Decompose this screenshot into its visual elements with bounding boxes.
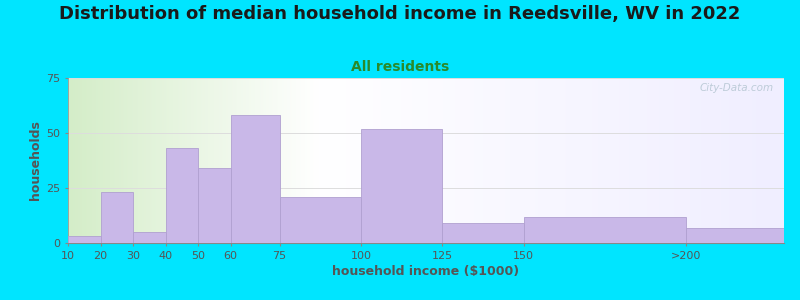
Text: All residents: All residents — [351, 60, 449, 74]
Y-axis label: households: households — [29, 121, 42, 200]
Bar — [686, 228, 784, 243]
Bar — [279, 197, 361, 243]
Text: Distribution of median household income in Reedsville, WV in 2022: Distribution of median household income … — [59, 4, 741, 22]
Text: City-Data.com: City-Data.com — [699, 83, 774, 93]
Bar — [361, 129, 442, 243]
Bar — [166, 148, 198, 243]
Bar — [101, 192, 133, 243]
Bar — [133, 232, 166, 243]
Bar — [198, 168, 230, 243]
Bar — [230, 116, 279, 243]
Bar — [524, 217, 686, 243]
Bar — [442, 223, 524, 243]
X-axis label: household income ($1000): household income ($1000) — [333, 265, 519, 278]
Bar — [68, 236, 101, 243]
